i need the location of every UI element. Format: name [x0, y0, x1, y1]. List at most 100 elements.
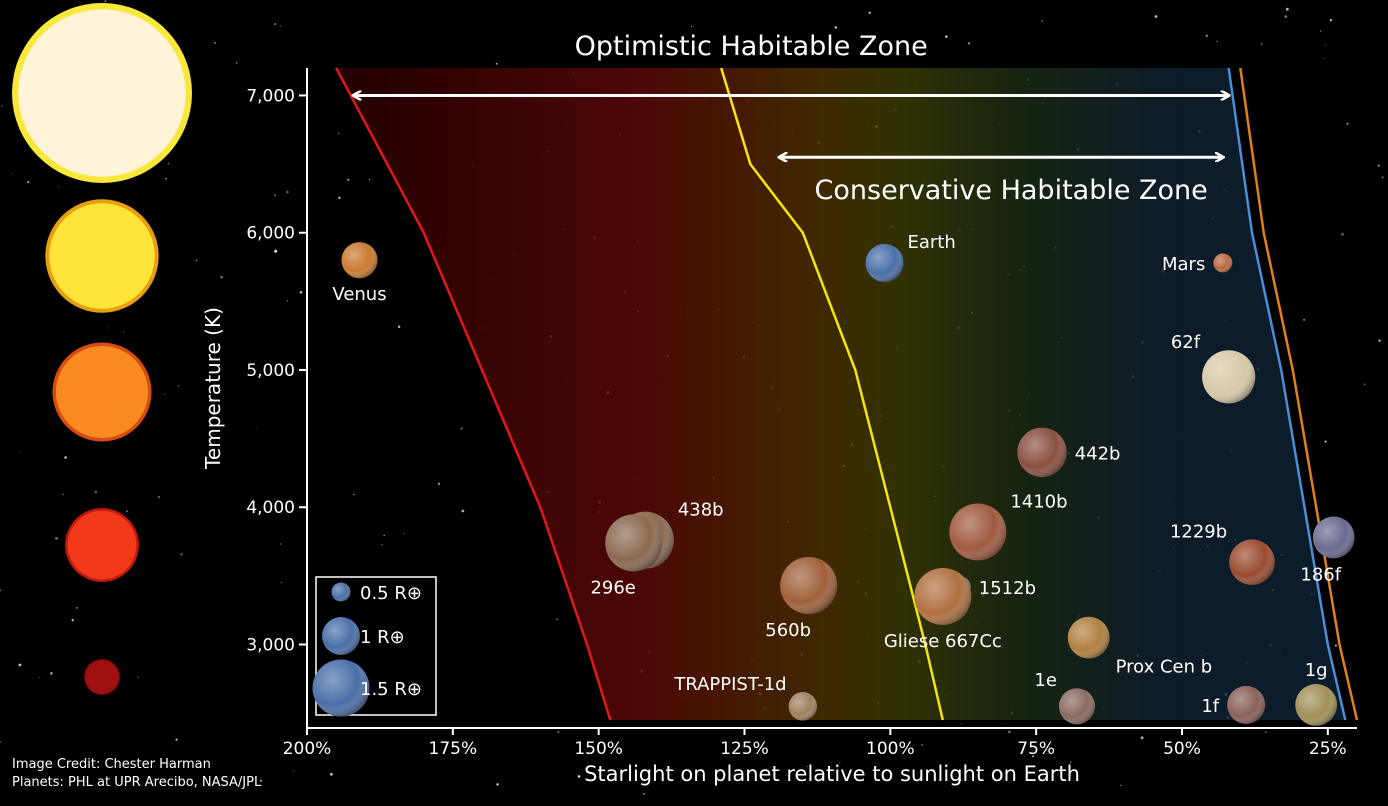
background-star	[1381, 176, 1384, 179]
planet-label: 1g	[1305, 660, 1328, 681]
background-star	[329, 772, 333, 776]
background-star	[50, 672, 53, 675]
planet-label: 442b	[1075, 443, 1121, 464]
background-star	[137, 676, 139, 678]
planet-label: 1512b	[979, 578, 1036, 599]
background-star	[0, 741, 1, 743]
background-star	[167, 162, 170, 165]
planet-label: 1e	[1034, 670, 1057, 691]
background-star	[1205, 34, 1209, 38]
background-star	[279, 25, 281, 27]
planet-62f: 62f	[1171, 332, 1256, 404]
zone-arrows: Optimistic Habitable Zone Conservative Ha…	[354, 31, 1229, 206]
planet-label: Earth	[908, 232, 956, 253]
planet-label: 1229b	[1170, 521, 1227, 542]
background-star	[839, 761, 841, 763]
planet-560b: 560b	[765, 556, 838, 641]
background-star	[347, 178, 350, 181]
star-disc	[85, 660, 119, 694]
background-star	[1323, 57, 1325, 60]
background-star	[1284, 15, 1288, 18]
x-tick-label: 100%	[866, 739, 915, 759]
background-star	[1334, 644, 1338, 647]
planet-shading	[605, 514, 663, 572]
x-tick-label: 200%	[283, 739, 332, 759]
host-star-5	[84, 659, 120, 695]
planet-shading	[780, 556, 838, 614]
legend-label: 1 R⊕	[360, 627, 405, 648]
planet-shading	[1227, 685, 1266, 724]
planet-1e: 1e	[1034, 670, 1096, 725]
background-star	[195, 259, 198, 262]
planet-shading	[865, 243, 904, 282]
x-tick-label: 75%	[1017, 739, 1055, 759]
background-star	[62, 493, 64, 495]
background-star	[292, 770, 294, 772]
background-star	[1032, 755, 1035, 758]
boundary-line-1	[335, 67, 612, 721]
boundary-line-4	[1239, 67, 1359, 721]
planet-venus: Venus	[332, 242, 387, 305]
x-axis-label: Starlight on planet relative to sunlight…	[584, 762, 1080, 786]
y-tick-label: 6,000	[246, 224, 295, 244]
background-star	[1216, 40, 1218, 43]
background-star	[19, 450, 21, 452]
background-star	[286, 300, 288, 302]
background-star	[1329, 19, 1333, 22]
legend-planet-shading	[331, 582, 351, 602]
y-tick-label: 4,000	[246, 498, 295, 518]
planets: Venus Earth Mars 62f 442b 1410b 1229b 186f 438b 2…	[332, 232, 1355, 726]
planet-label: 560b	[765, 620, 811, 641]
background-star	[557, 730, 560, 734]
background-star	[868, 11, 871, 15]
background-star	[256, 426, 258, 428]
legend-label: 0.5 R⊕	[360, 583, 422, 604]
star-disc	[49, 203, 155, 309]
planet-label: 296e	[590, 577, 635, 598]
planet-prox-cen-b: Prox Cen b	[1067, 616, 1212, 678]
background-star	[18, 663, 22, 667]
background-star	[1320, 30, 1322, 32]
background-star	[175, 738, 178, 741]
x-tick-label: 50%	[1163, 739, 1201, 759]
background-star	[806, 765, 809, 768]
background-star	[958, 778, 961, 782]
background-star	[1324, 45, 1326, 46]
background-star	[383, 534, 385, 537]
planet-label: 186f	[1300, 564, 1341, 585]
planet-label: 62f	[1171, 332, 1201, 353]
background-star	[643, 793, 645, 795]
background-star	[220, 276, 223, 279]
background-star	[163, 393, 165, 395]
background-star	[1302, 318, 1306, 321]
background-star	[286, 190, 289, 194]
zone-label-1: Optimistic Habitable Zone	[575, 31, 928, 62]
background-star	[1341, 232, 1344, 236]
background-star	[1120, 784, 1122, 786]
planet-1410b: 1410b	[949, 491, 1068, 561]
background-star	[165, 177, 167, 180]
star-disc	[55, 345, 149, 439]
y-axis-label: Temperature (K)	[201, 307, 225, 470]
planet-shading	[1202, 350, 1256, 404]
background-star	[1007, 730, 1011, 734]
boundary-line-3	[1227, 67, 1347, 721]
background-star	[213, 41, 216, 44]
planet-credit: Planets: PHL at UPR Arecibo, NASA/JPL	[12, 775, 262, 790]
planet-296e: 296e	[590, 514, 663, 598]
planet-earth: Earth	[865, 232, 956, 282]
background-star	[64, 456, 67, 459]
background-star	[1041, 20, 1043, 22]
background-star	[1154, 15, 1158, 18]
planet-shading	[949, 503, 1007, 561]
planet-1f: 1f	[1201, 685, 1266, 724]
planet-shading	[1213, 253, 1233, 273]
background-star	[1260, 43, 1263, 45]
planet-shading	[1067, 616, 1110, 659]
background-star	[495, 63, 498, 65]
background-star	[0, 589, 2, 592]
planet-label: 1f	[1201, 696, 1219, 717]
background-star	[1285, 7, 1289, 11]
background-star	[921, 744, 924, 746]
